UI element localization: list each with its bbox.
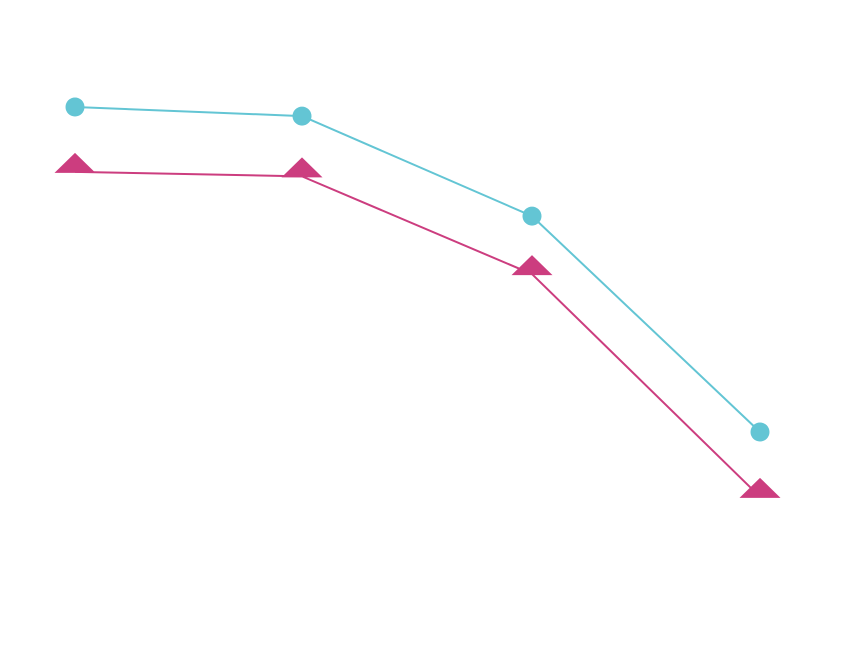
series-1 (65, 97, 770, 442)
series-2-point-2 (281, 157, 323, 178)
series-1-point-3 (522, 206, 542, 226)
series-2-point-3 (511, 255, 553, 276)
series-1-point-4 (750, 422, 770, 442)
series-2-point-4 (739, 477, 781, 498)
series-1-point-2 (292, 106, 312, 126)
series-2-point-1 (54, 152, 96, 173)
series-1-line (74, 106, 761, 433)
series-2 (54, 152, 781, 498)
series-2-line (74, 170, 761, 498)
series-1-point-1 (65, 97, 85, 117)
